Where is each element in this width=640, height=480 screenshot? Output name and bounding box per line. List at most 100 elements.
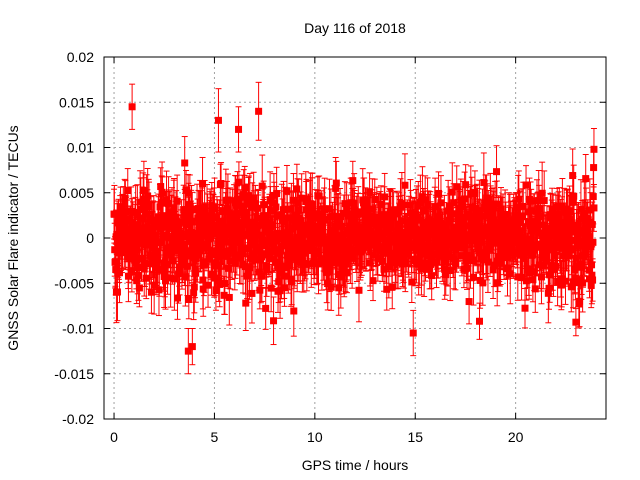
point-marker [124, 187, 132, 195]
point-marker [190, 283, 198, 291]
point-marker [135, 284, 143, 292]
data-point [270, 296, 278, 346]
point-marker [185, 295, 193, 303]
point-marker [198, 240, 206, 248]
point-marker [256, 286, 264, 294]
point-marker [145, 200, 153, 208]
point-marker [278, 211, 286, 219]
point-marker [140, 187, 148, 195]
point-marker [207, 270, 215, 278]
point-marker [198, 211, 206, 219]
point-marker [174, 294, 182, 302]
data-point [181, 136, 189, 190]
point-marker [263, 266, 271, 274]
point-marker [118, 249, 126, 257]
point-marker [244, 269, 252, 277]
point-marker [159, 265, 167, 273]
point-marker [214, 223, 222, 231]
point-marker [215, 217, 223, 225]
point-marker [241, 263, 249, 271]
point-marker [117, 203, 125, 211]
point-marker [164, 260, 172, 268]
point-marker [208, 209, 216, 217]
point-marker [169, 242, 177, 250]
point-marker [212, 259, 220, 267]
point-marker [236, 209, 244, 217]
point-marker [282, 264, 290, 272]
point-marker [272, 203, 280, 211]
point-marker [223, 228, 231, 236]
point-marker [186, 201, 194, 209]
point-marker [188, 217, 196, 225]
point-marker [113, 288, 121, 296]
point-marker [243, 272, 251, 280]
point-marker [190, 289, 198, 297]
point-marker [199, 285, 207, 293]
point-marker [178, 218, 186, 226]
point-marker [133, 277, 141, 285]
point-marker [378, 257, 386, 265]
point-marker [270, 317, 278, 325]
point-marker [163, 196, 171, 204]
point-marker [158, 199, 166, 207]
data-point [262, 286, 270, 330]
point-marker [173, 197, 181, 205]
point-marker [239, 250, 247, 258]
point-marker [149, 238, 157, 246]
point-marker [258, 272, 266, 280]
point-marker [290, 307, 298, 315]
point-marker [349, 177, 357, 185]
point-marker [155, 215, 163, 223]
point-marker [235, 238, 243, 246]
point-marker [172, 217, 180, 225]
point-marker [216, 280, 224, 288]
point-marker [157, 183, 165, 191]
point-marker [248, 289, 256, 297]
point-marker [185, 252, 193, 260]
point-marker [170, 275, 178, 283]
point-marker [255, 268, 263, 276]
point-marker [251, 200, 259, 208]
point-marker [273, 190, 281, 198]
point-marker [267, 284, 275, 292]
point-marker [242, 299, 250, 307]
point-marker [234, 195, 242, 203]
point-marker [112, 266, 120, 274]
data-point [140, 160, 148, 221]
point-marker [161, 277, 169, 285]
point-marker [199, 180, 207, 188]
point-marker [272, 236, 280, 244]
point-marker [388, 283, 396, 291]
point-marker [134, 221, 142, 229]
point-marker [245, 192, 253, 200]
point-marker [210, 274, 218, 282]
point-marker [355, 286, 363, 294]
data-point [273, 166, 281, 221]
point-marker [381, 193, 389, 201]
point-marker [204, 281, 212, 289]
point-marker [144, 192, 152, 200]
point-marker [188, 205, 196, 213]
point-marker [181, 159, 189, 167]
point-marker [221, 279, 229, 287]
point-marker [256, 231, 264, 239]
point-marker [225, 293, 233, 301]
point-marker [175, 223, 183, 231]
point-marker [270, 199, 278, 207]
point-marker [183, 221, 191, 229]
point-marker [193, 251, 201, 259]
point-marker [154, 256, 162, 264]
point-marker [165, 209, 173, 217]
point-marker [159, 219, 167, 227]
data-point [217, 162, 225, 205]
point-marker [224, 264, 232, 272]
point-marker [170, 204, 178, 212]
point-marker [160, 233, 168, 241]
point-marker [251, 236, 259, 244]
point-marker [224, 196, 232, 204]
point-marker [142, 274, 150, 282]
point-marker [369, 277, 377, 285]
point-marker [182, 215, 190, 223]
point-marker [281, 284, 289, 292]
